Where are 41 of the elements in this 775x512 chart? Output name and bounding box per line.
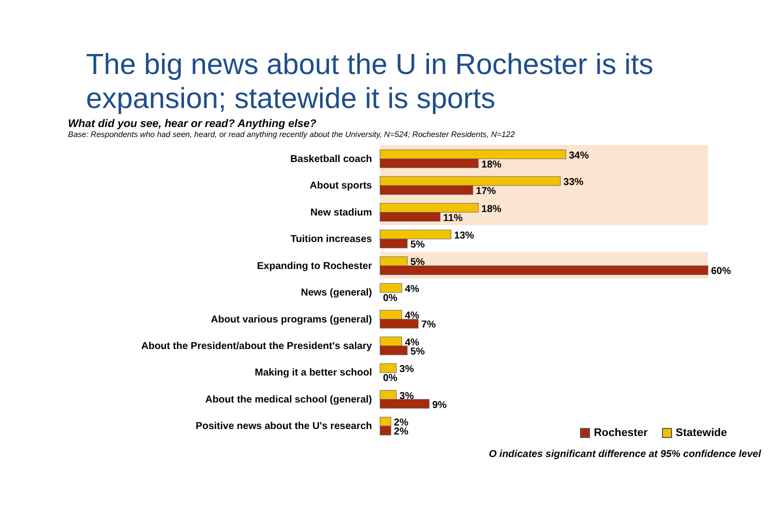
data-label: 60% [711,266,732,278]
data-label: 4% [404,310,420,322]
data-label: 18% [481,204,502,215]
data-label: 33% [563,177,584,188]
y-tick-label: About the President/about the President's salary [141,341,372,352]
data-label: 5% [410,239,425,250]
bar [380,363,397,373]
y-tick-label: Tuition increases [290,234,372,246]
data-label: 0% [383,373,398,384]
data-label: 18% [481,159,502,170]
data-label: 9% [432,400,447,411]
text: What did you see, hear or read? Anything else? [67,118,318,130]
data-label: 5% [410,257,425,268]
data-label: 0% [383,292,398,304]
data-label: 3% [399,364,414,376]
legend-label: Statewide [674,427,727,439]
y-tick-label: Basketball coach [290,154,372,165]
data-label: 11% [443,212,463,224]
data-label: 17% [476,186,496,198]
data-label: 4% [404,337,420,348]
data-label: 2% [394,426,408,438]
data-label: 2% [394,418,408,429]
y-tick-label: News (general) [300,288,372,299]
data-label: 5% [410,346,425,358]
y-tick-label: Making it a better school [254,368,372,379]
legend-label: Rochester [592,427,648,439]
y-tick-label: Expanding to Rochester [256,260,372,272]
data-label: 13% [454,230,474,242]
y-tick-label: About sports [310,180,372,192]
y-tick-label: About various programs (general) [210,314,372,326]
bar [380,283,402,293]
data-label: 34% [568,150,589,162]
chart-title: The big news about the U in Rochester is its expansion; statewide it is sports [85,48,654,116]
text: O indicates significant difference at 95% confidence level [488,449,762,460]
data-label: 4% [404,284,420,295]
y-tick-label: New stadium [310,207,372,218]
y-tick-label: Positive news about the U's research [196,421,372,432]
data-label: 3% [399,390,414,402]
y-tick-label: About the medical school (general) [205,394,372,406]
text: Base: Respondents who had seen, heard, or read anything recently about the University, N=524; Rochester Residents, N=122 [67,130,516,139]
data-label: 7% [421,320,436,331]
